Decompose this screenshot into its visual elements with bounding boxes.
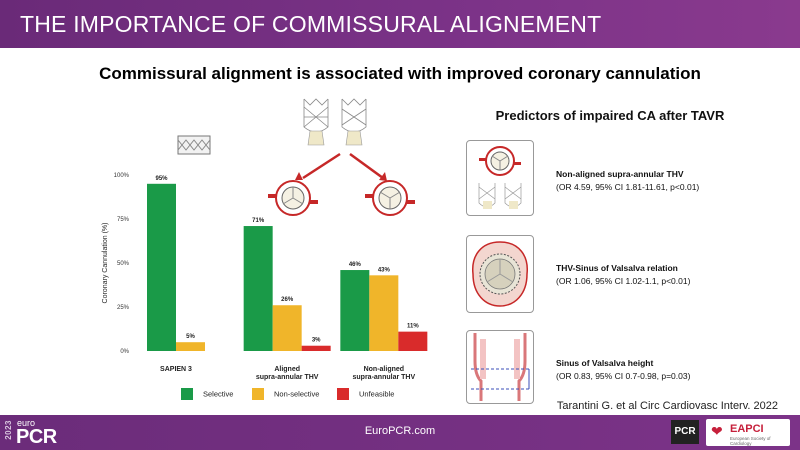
predictor-stats-sinus-height: (OR 0.83, 95% CI 0.7-0.98, p=0.03) [556, 371, 691, 381]
predictor-stats-non-aligned: (OR 4.59, 95% CI 1.81-11.61, p<0.01) [556, 182, 700, 192]
header-bar: THE IMPORTANCE OF COMMISSURAL ALIGNEMENT [0, 0, 800, 48]
predictor-label-sinus-relation: THV-Sinus of Valsalva relation [556, 263, 678, 273]
predictor-image-sinus-height [466, 330, 534, 404]
predictor-stats-sinus-relation: (OR 1.06, 95% CI 1.02-1.1, p<0.01) [556, 276, 691, 286]
eapci-logo-subtext: European Society of Cardiology [730, 436, 771, 446]
bar-selective [243, 226, 273, 351]
predictor-label-sinus-height: Sinus of Valsalva height [556, 358, 654, 368]
legend-item-selective: Selective [181, 388, 233, 400]
pcr-badge-logo: PCR [671, 420, 699, 444]
legend-swatch-selective [181, 388, 193, 400]
bar-non-selective [176, 342, 205, 351]
footer-url-link[interactable]: EuroPCR.com [364, 425, 436, 437]
sapien3-valve-icon [177, 135, 211, 155]
sinus-relation-icon [472, 241, 528, 307]
predictor-text-sinus-height: Sinus of Valsalva height (OR 0.83, 95% C… [556, 357, 690, 383]
eapci-logo-text: EAPCI [730, 423, 764, 435]
data-label: 43% [378, 267, 391, 273]
predictor-image-non-aligned [466, 140, 534, 216]
data-label: 3% [312, 338, 321, 344]
logo-pcr: PCR [16, 426, 57, 448]
eapci-logo: ❤ EAPCI European Society of Cardiology [706, 419, 790, 446]
x-category-label: supra-annular THV [353, 374, 416, 381]
bar-non-selective [272, 305, 302, 351]
alignment-diagram-icon [268, 152, 415, 216]
data-label: 11% [407, 324, 419, 330]
y-tick-label: 0% [120, 349, 129, 355]
data-label: 26% [281, 297, 294, 303]
bar-non-selective [369, 275, 399, 351]
non-aligned-valve-icon [478, 146, 522, 209]
data-label: 46% [349, 262, 362, 268]
y-tick-label: 75% [117, 217, 130, 223]
data-label: 71% [252, 218, 265, 224]
bar-selective [340, 270, 370, 351]
data-label: 95% [155, 176, 168, 182]
y-tick-label: 25% [117, 305, 130, 311]
predictor-label-non-aligned: Non-aligned supra-annular THV [556, 169, 684, 179]
logo-euro: euro [17, 418, 36, 428]
supra-annular-valves-icon [303, 98, 367, 146]
predictor-text-non-aligned: Non-aligned supra-annular THV (OR 4.59, … [556, 168, 699, 194]
bar-selective [147, 183, 176, 351]
footer-bar: 2023 euro PCR EuroPCR.com [0, 415, 800, 450]
predictor-image-sinus-relation [466, 235, 534, 313]
x-category-label: Non-aligned [364, 366, 404, 373]
predictors-title: Predictors of impaired CA after TAVR [495, 108, 725, 123]
bar-unfeasible [398, 331, 428, 351]
legend-item-non-selective: Non-selective [252, 388, 319, 400]
legend-label-non-selective: Non-selective [274, 389, 320, 399]
legend-swatch-unfeasible [337, 388, 349, 400]
legend-item-unfeasible: Unfeasible [337, 388, 394, 400]
predictor-text-sinus-relation: THV-Sinus of Valsalva relation (OR 1.06,… [556, 262, 690, 288]
heart-icon: ❤ [711, 423, 723, 439]
y-axis-label: Coronary Cannulation (%) [102, 223, 109, 304]
coronary-cannulation-chart: Coronary Cannulation (%) 0% 25% 50% 75% 100% 9… [102, 173, 428, 381]
legend-label-unfeasible: Unfeasible [359, 389, 395, 399]
x-category-label: Aligned [274, 366, 300, 373]
y-tick-label: 50% [117, 261, 130, 267]
bar-unfeasible [301, 345, 331, 351]
sinus-height-icon [471, 333, 530, 401]
slide-subtitle: Commissural alignment is associated with… [99, 64, 701, 83]
x-category-label: supra-annular THV [256, 374, 319, 381]
x-category-label: SAPIEN 3 [160, 366, 192, 373]
y-tick-label: 100% [114, 173, 130, 179]
citation: Tarantini G. et al Circ Cardiovasc Inter… [556, 400, 778, 412]
data-label: 5% [186, 334, 195, 340]
legend-label-selective: Selective [203, 389, 234, 399]
legend-swatch-non-selective [252, 388, 264, 400]
slide-title: THE IMPORTANCE OF COMMISSURAL ALIGNEMENT [20, 11, 602, 37]
